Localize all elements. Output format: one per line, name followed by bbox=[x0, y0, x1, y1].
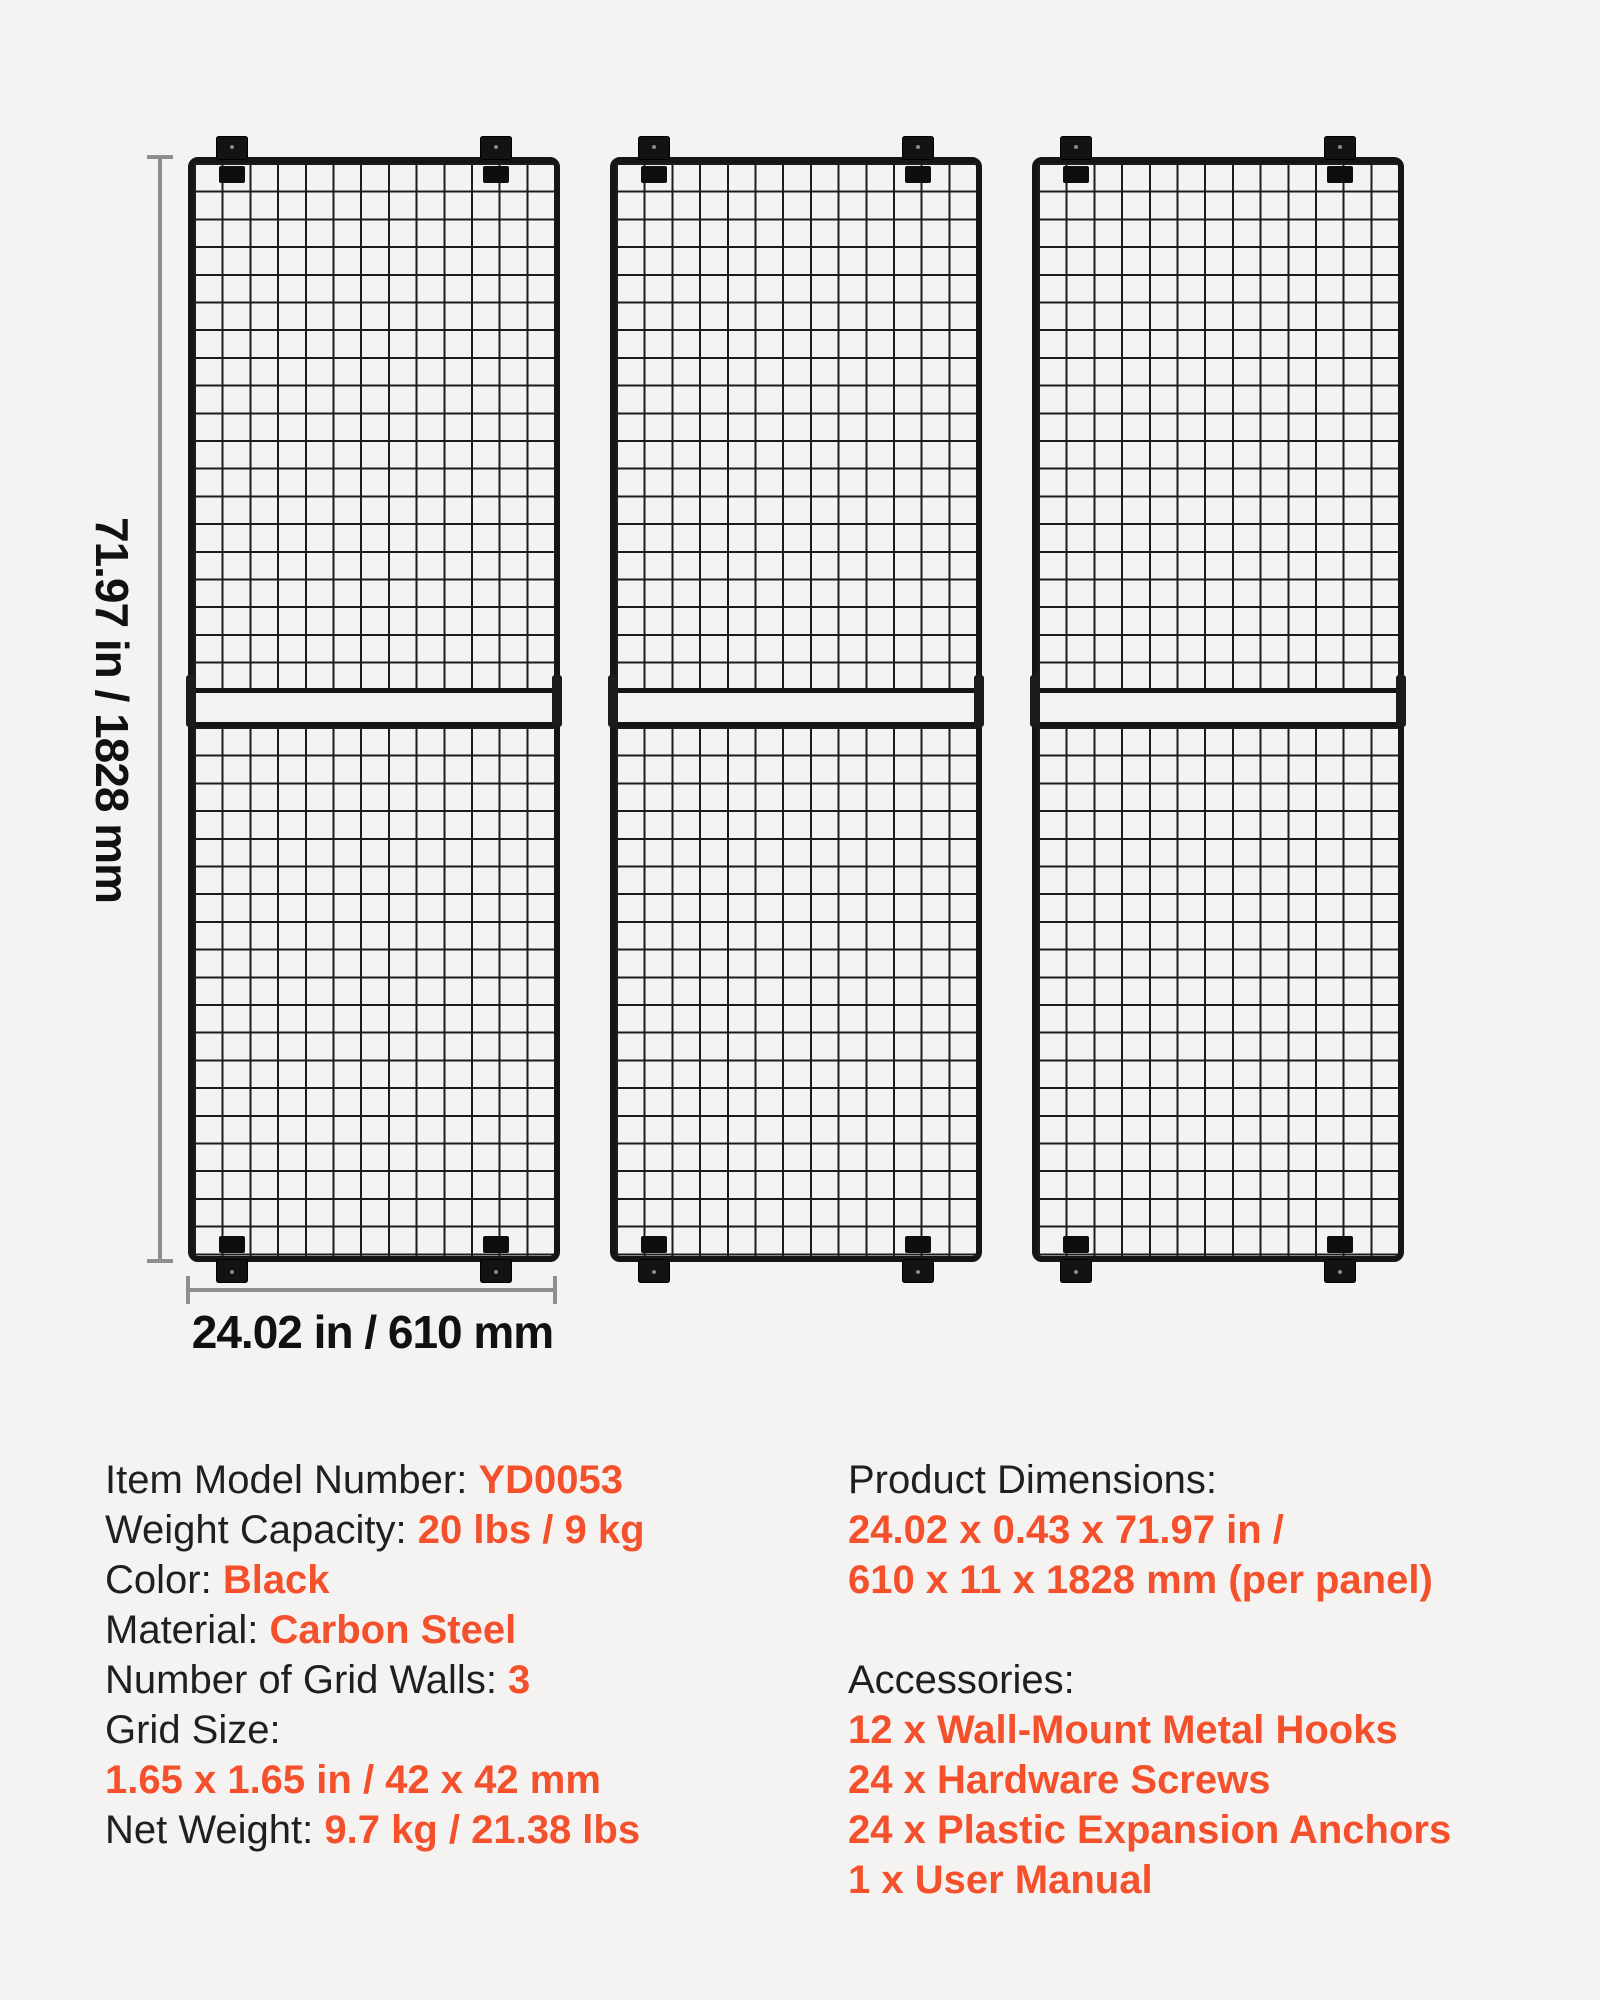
spec-label: Grid Size: bbox=[105, 1708, 281, 1752]
bracket-screw bbox=[916, 145, 920, 149]
width-dimension-tick-left bbox=[186, 1276, 190, 1304]
panel-connector-clip bbox=[1396, 675, 1406, 727]
spec-column-left: Item Model Number: YD0053 Weight Capacit… bbox=[105, 1455, 805, 1855]
spec-value: 20 lbs / 9 kg bbox=[417, 1508, 645, 1552]
wall-mount-bracket bbox=[902, 136, 934, 184]
panel-connector-clip bbox=[1030, 675, 1040, 727]
spec-value: 9.7 kg / 21.38 lbs bbox=[324, 1808, 641, 1852]
spec-number-of-grid-walls: Number of Grid Walls: 3 bbox=[105, 1655, 805, 1705]
spec-item-model-number: Item Model Number: YD0053 bbox=[105, 1455, 805, 1505]
height-dimension-tick-top bbox=[147, 155, 173, 159]
bracket-screw bbox=[1074, 145, 1078, 149]
wall-mount-bracket bbox=[902, 1235, 934, 1283]
spec-label: Material: bbox=[105, 1608, 270, 1652]
bracket-screw bbox=[652, 145, 656, 149]
spec-value: Black bbox=[222, 1558, 330, 1602]
height-dimension-tick-bottom bbox=[147, 1259, 173, 1263]
bracket-screw bbox=[1338, 1270, 1342, 1274]
grid-wall-panel bbox=[1030, 136, 1406, 1274]
spec-accessory-hooks: 12 x Wall-Mount Metal Hooks bbox=[848, 1705, 1588, 1755]
wall-mount-bracket bbox=[1324, 1235, 1356, 1283]
wall-mount-bracket bbox=[480, 1235, 512, 1283]
wall-mount-bracket bbox=[1324, 136, 1356, 184]
bracket-screw bbox=[494, 145, 498, 149]
wall-mount-bracket bbox=[216, 136, 248, 184]
spec-grid-size-heading: Grid Size: bbox=[105, 1705, 805, 1755]
spec-label: Accessories: bbox=[848, 1658, 1075, 1702]
height-dimension-label: 71.97 in / 1828 mm bbox=[86, 516, 138, 904]
spec-label: Number of Grid Walls: bbox=[105, 1658, 509, 1702]
width-dimension-label: 24.02 in / 610 mm bbox=[191, 1306, 554, 1358]
spec-value: 3 bbox=[508, 1658, 531, 1702]
spec-product-dimensions-in: 24.02 x 0.43 x 71.97 in / bbox=[848, 1505, 1588, 1555]
grid-wall-panel bbox=[608, 136, 984, 1274]
spec-label: Product Dimensions: bbox=[848, 1458, 1218, 1502]
panel-connector-clip bbox=[186, 675, 196, 727]
spec-material: Material: Carbon Steel bbox=[105, 1605, 805, 1655]
panel-connector-clip bbox=[608, 675, 618, 727]
panel-upper-grid bbox=[616, 163, 976, 693]
wall-mount-bracket bbox=[480, 136, 512, 184]
spec-value: YD0053 bbox=[478, 1458, 624, 1502]
spec-weight-capacity: Weight Capacity: 20 lbs / 9 kg bbox=[105, 1505, 805, 1555]
grid-wall-panel bbox=[186, 136, 562, 1274]
panel-lower-grid bbox=[1038, 722, 1398, 1256]
spec-product-dimensions-heading: Product Dimensions: bbox=[848, 1455, 1588, 1505]
width-dimension-line bbox=[188, 1288, 557, 1292]
panel-lower-grid bbox=[194, 722, 554, 1256]
spec-value: 24.02 x 0.43 x 71.97 in / bbox=[848, 1508, 1284, 1552]
bracket-screw bbox=[1338, 145, 1342, 149]
panel-lower-grid bbox=[616, 722, 976, 1256]
bracket-screw bbox=[230, 145, 234, 149]
spec-value: 12 x Wall-Mount Metal Hooks bbox=[848, 1708, 1398, 1752]
panel-connector-clip bbox=[552, 675, 562, 727]
spec-value: 1 x User Manual bbox=[848, 1858, 1153, 1902]
spec-label: Item Model Number: bbox=[105, 1458, 479, 1502]
spec-accessory-manual: 1 x User Manual bbox=[848, 1855, 1588, 1905]
bracket-screw bbox=[916, 1270, 920, 1274]
spec-value: 610 x 11 x 1828 mm (per panel) bbox=[848, 1558, 1433, 1602]
wall-mount-bracket bbox=[1060, 1235, 1092, 1283]
spec-value: 24 x Hardware Screws bbox=[848, 1758, 1271, 1802]
wall-mount-bracket bbox=[1060, 136, 1092, 184]
spec-net-weight: Net Weight: 9.7 kg / 21.38 lbs bbox=[105, 1805, 805, 1855]
height-dimension-line bbox=[158, 157, 162, 1262]
wall-mount-bracket bbox=[638, 1235, 670, 1283]
spec-color: Color: Black bbox=[105, 1555, 805, 1605]
width-dimension-tick-right bbox=[553, 1276, 557, 1304]
spec-label: Net Weight: bbox=[105, 1808, 325, 1852]
spec-label: Color: bbox=[105, 1558, 223, 1602]
spec-value: 1.65 x 1.65 in / 42 x 42 mm bbox=[105, 1758, 601, 1802]
panel-connector-clip bbox=[974, 675, 984, 727]
spec-grid-size-value: 1.65 x 1.65 in / 42 x 42 mm bbox=[105, 1755, 805, 1805]
spec-label: Weight Capacity: bbox=[105, 1508, 418, 1552]
spec-accessories-heading: Accessories: bbox=[848, 1655, 1588, 1705]
spec-value: 24 x Plastic Expansion Anchors bbox=[848, 1808, 1452, 1852]
spec-product-dimensions-mm: 610 x 11 x 1828 mm (per panel) bbox=[848, 1555, 1588, 1605]
spec-column-right: Product Dimensions: 24.02 x 0.43 x 71.97… bbox=[848, 1455, 1588, 1905]
bracket-screw bbox=[230, 1270, 234, 1274]
spec-spacer bbox=[848, 1605, 1588, 1655]
spec-accessory-anchors: 24 x Plastic Expansion Anchors bbox=[848, 1805, 1588, 1855]
wall-mount-bracket bbox=[638, 136, 670, 184]
spec-accessory-screws: 24 x Hardware Screws bbox=[848, 1755, 1588, 1805]
panel-upper-grid bbox=[1038, 163, 1398, 693]
bracket-screw bbox=[494, 1270, 498, 1274]
panel-upper-grid bbox=[194, 163, 554, 693]
bracket-screw bbox=[652, 1270, 656, 1274]
wall-mount-bracket bbox=[216, 1235, 248, 1283]
bracket-screw bbox=[1074, 1270, 1078, 1274]
spec-value: Carbon Steel bbox=[269, 1608, 517, 1652]
